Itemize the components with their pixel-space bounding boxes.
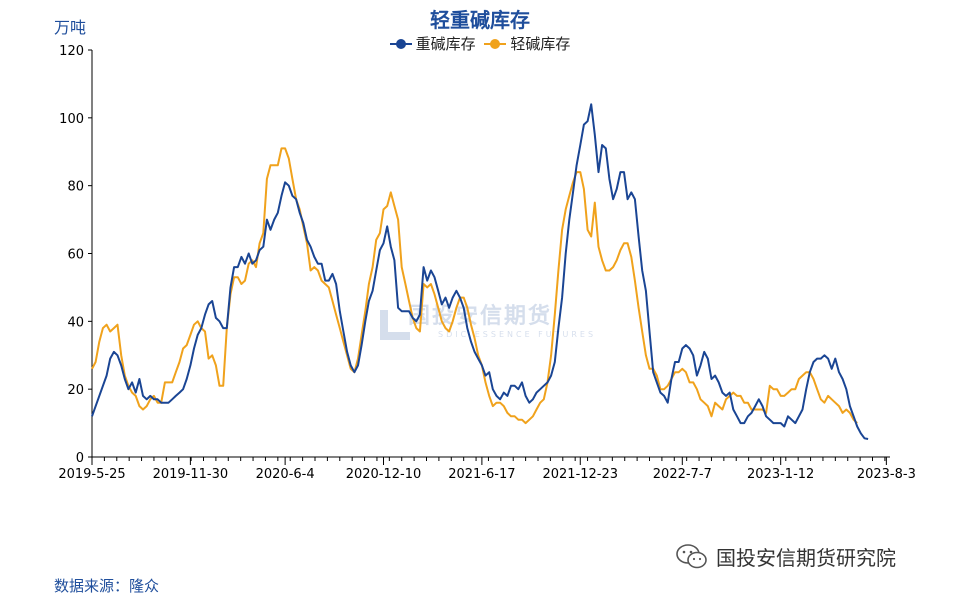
series-line-light <box>91 147 858 425</box>
y-axis-unit: 万吨 <box>54 18 87 37</box>
x-tick-label: 2023-1-12 <box>747 467 814 482</box>
legend-swatch-light <box>484 38 507 49</box>
legend-label-heavy: 重碱库存 <box>415 35 476 53</box>
watermark: 国投安信期货 SDIC ESSENCE FUTURES <box>380 298 597 340</box>
watermark-logo-icon <box>380 310 410 340</box>
y-tick-label: 40 <box>67 315 84 330</box>
watermark-english: SDIC ESSENCE FUTURES <box>438 330 597 339</box>
x-tick-label: 2021-12-23 <box>542 467 618 482</box>
y-tick-label: 120 <box>59 44 84 59</box>
y-tick-label: 60 <box>67 248 84 263</box>
legend: 重碱库存 轻碱库存 <box>0 33 960 54</box>
legend-item-heavy[interactable]: 重碱库存 <box>389 33 476 54</box>
y-tick-label: 0 <box>76 451 84 466</box>
wechat-icon <box>676 543 707 568</box>
x-tick-label: 2022-7-7 <box>653 467 712 482</box>
legend-item-light[interactable]: 轻碱库存 <box>484 33 570 54</box>
chart-title: 轻重碱库存 <box>430 8 530 32</box>
x-tick-label: 2019-11-30 <box>153 467 229 482</box>
watermark-name: 国投安信期货 <box>408 304 553 329</box>
y-tick-label: 80 <box>67 180 84 195</box>
legend-swatch-heavy <box>389 38 412 49</box>
legend-label-light: 轻碱库存 <box>510 35 571 53</box>
x-tick-label: 2023-8-3 <box>857 467 916 482</box>
x-tick-label: 2019-5-25 <box>58 467 125 482</box>
x-tick-label: 2020-6-4 <box>256 467 315 482</box>
series-line-heavy <box>91 103 869 440</box>
brand: 国投安信期货研究院 <box>676 542 896 571</box>
brand-name: 国投安信期货研究院 <box>716 546 896 570</box>
x-tick-label: 2021-6-17 <box>448 467 515 482</box>
data-source: 数据来源：隆众 <box>54 577 160 595</box>
x-tick-label: 2020-12-10 <box>346 467 422 482</box>
y-tick-label: 100 <box>59 112 84 127</box>
y-tick-label: 20 <box>67 383 84 398</box>
